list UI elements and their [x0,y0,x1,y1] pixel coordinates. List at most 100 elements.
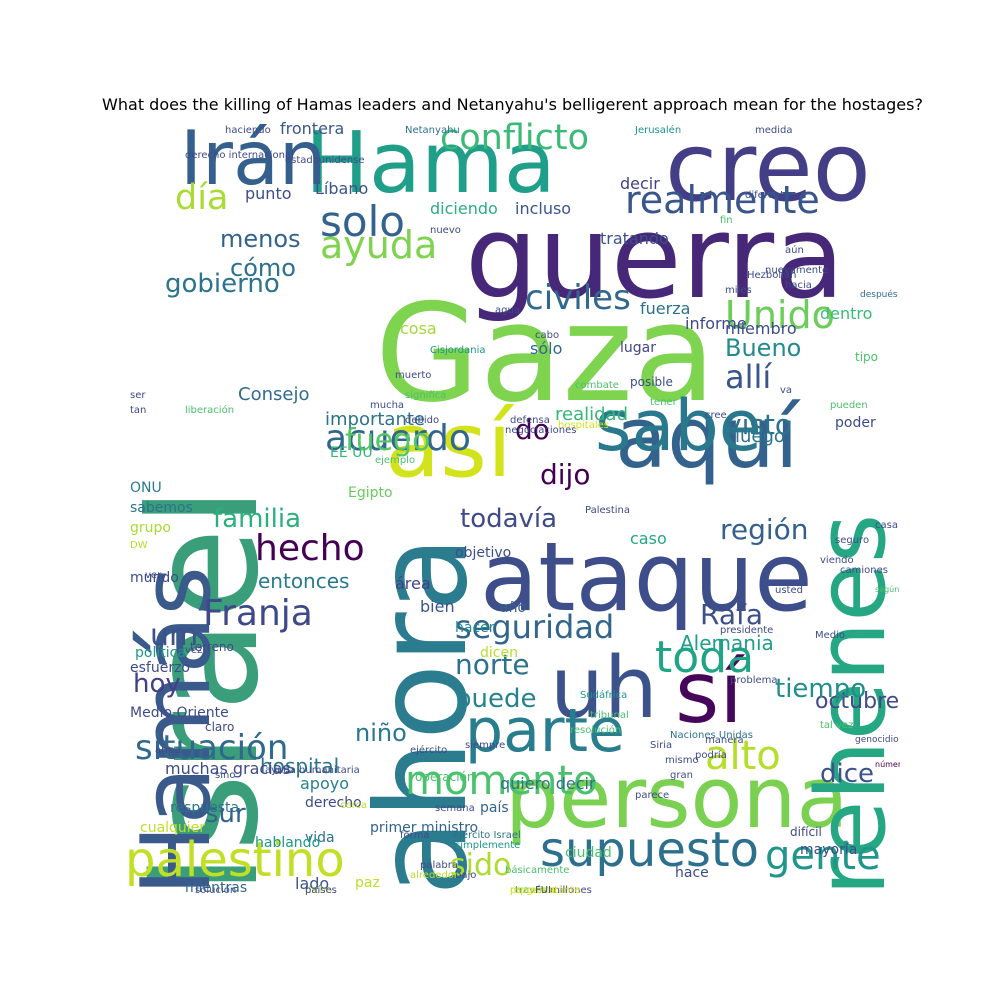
word-dicen: dicen [480,645,518,661]
word-numero: número [875,760,900,769]
word-consejo: Consejo [238,384,310,405]
word-unido: Unido [725,293,835,337]
word-mayoria: mayoría [800,842,858,858]
word-vida: vida [305,830,335,846]
word-rafa: Rafa [700,598,764,631]
word-visto: visto [725,408,793,441]
word-pueden: pueden [830,400,868,411]
word-norte: norte [455,648,530,681]
word-hospitales: hospitales [558,420,609,431]
word-tal-vez: tal vez [820,720,854,731]
word-hacer: hacer [455,620,495,636]
word-solucion: solución [195,885,237,896]
word-creo: creo [665,121,871,223]
word-cosa: cosa [400,319,437,338]
word-estadounidense: estadounidense [285,155,365,166]
word-palestina: Palestina [585,505,631,516]
word-fui: FUI [535,885,552,896]
word-familia: familia [213,504,302,534]
word-persona: persona [505,749,849,848]
word-diferente: diferente [745,190,791,201]
word-usted: usted [775,585,803,596]
word-parte: parte [465,696,625,766]
word-supuesto: supuesto [540,822,760,878]
word-agua: agua [495,305,520,316]
word-sur: sur [205,799,246,829]
word-bajo: bajo [455,870,477,881]
word-fuego: fuego [345,423,431,458]
word-derecho-internacional: derecho internacional [185,150,294,161]
word-solo: sólo [530,339,563,358]
word-parece: parece [635,790,670,801]
word-nino: niño [355,719,407,747]
word-hospital: hospital [260,754,340,778]
word-cabo: cabo [535,330,560,341]
word-derecho: derecho [305,795,362,811]
word-dice: dice [820,759,875,789]
word-manera: manera [705,735,744,746]
word-combate: combate [575,380,619,391]
word-sudafrica: Sudáfrica [580,690,628,701]
word-lugar: lugar [620,340,656,356]
word-medio-oriente: Medio Oriente [130,705,229,721]
word-seguridad: seguridad [455,608,615,646]
word-ano: año [500,600,527,616]
word-ayuda-humanitaria: ayuda humanitaria [265,765,360,776]
chart-title: What does the killing of Hamas leaders a… [102,95,923,114]
word-podria: podría [695,750,727,761]
word-cloud: Israel Gaza Hamás guerra ahora Hama creo ataque… [125,121,900,896]
word-aqui: aquí [615,389,799,488]
word-realmente: realmente [625,178,820,222]
word-primer-ministro: primer ministro [370,820,479,836]
word-resolucion: resolución [570,725,622,736]
word-tener: tener [650,397,677,408]
word-hablando: hablando [255,835,321,851]
word-dicho: dicho [305,885,333,896]
word-netanyahu: Netanyahu [405,125,460,136]
word-hace: hace [675,865,709,881]
word-dificil: difícil [790,825,822,839]
word-conflicto: conflicto [440,121,589,158]
word-ciudad: ciudad [565,845,612,861]
word-menos: menos [220,225,301,253]
word-diciendo: diciendo [430,199,498,218]
word-dijo: dijo [540,458,591,491]
word-ejercito-israel: ejército Israel [453,830,521,841]
word-quiero-decir: quiero decir [500,774,596,793]
word-millones: millones [550,885,592,896]
word-semana: semana [435,803,475,814]
word-simplemente: simplemente [455,840,521,851]
word-decir: decir [620,174,660,193]
word-civiles: civiles [525,278,631,318]
word-camiones: camiones [840,565,888,576]
word-terreno: terreno [190,640,234,654]
word-operacion: operación [415,770,475,784]
word-toda: toda [655,632,755,683]
word-despues: después [860,290,898,300]
word-ser: ser [130,390,146,401]
word-ver: ver [145,570,162,581]
word-problema: problema [730,675,778,686]
word-paises: países [305,885,337,896]
word-debido: debido [405,415,440,426]
word-tratando: tratando [600,229,669,248]
word-alli: allí [725,358,772,396]
word-si: sí [675,644,743,743]
word-defensa: defensa [510,415,550,426]
word-guerra: guerra [465,191,845,325]
word-arma: arma [155,745,181,756]
word-muchas-gracias: muchas gracias [165,759,291,778]
word-tribunal: tribunal [590,710,629,721]
word-vez: vez [185,645,203,656]
word-alrededor: alrededor [410,870,459,881]
word-uh: uh [550,639,658,738]
word-cualquier: cualquier [140,820,206,836]
word-informe: informe [685,314,747,333]
word-frontera: frontera [280,121,345,138]
word-sabe: sabe [595,385,762,467]
word-lado: lado [295,874,330,893]
word-ataque: ataque [480,523,813,633]
word-entonces: entonces [258,569,350,593]
word-presidente: presidente [720,625,774,636]
word-posible: posible [630,375,673,389]
